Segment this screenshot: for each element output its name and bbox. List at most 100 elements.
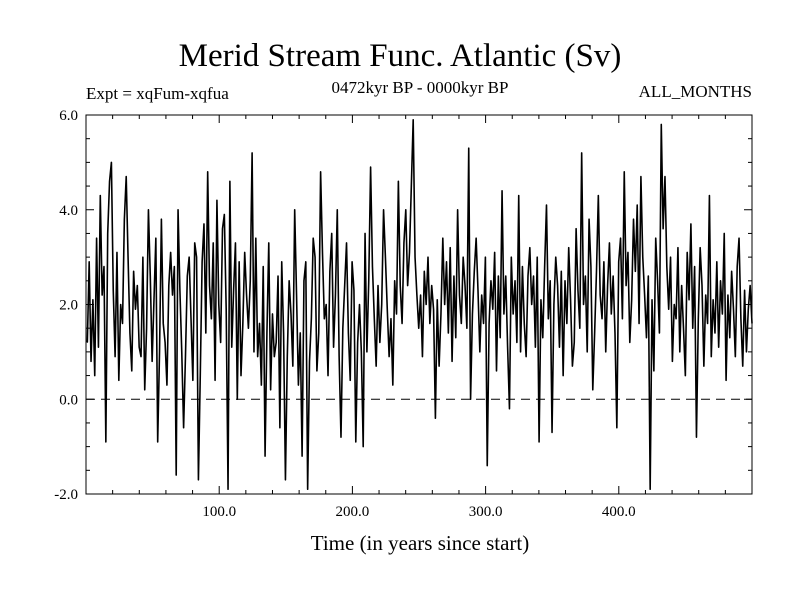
data-point bbox=[747, 308, 749, 310]
data-point bbox=[597, 195, 599, 197]
data-point bbox=[566, 322, 568, 324]
data-point bbox=[260, 384, 262, 386]
data-point bbox=[618, 261, 620, 263]
data-point bbox=[705, 294, 707, 296]
data-point bbox=[162, 322, 164, 324]
data-point bbox=[86, 341, 88, 343]
x-axis-label: Time (in years since start) bbox=[311, 531, 530, 555]
data-point bbox=[631, 299, 633, 301]
data-point bbox=[136, 285, 138, 287]
data-point bbox=[366, 351, 368, 353]
data-point bbox=[314, 256, 316, 258]
data-point bbox=[140, 356, 142, 358]
data-point bbox=[340, 436, 342, 438]
data-point bbox=[514, 280, 516, 282]
data-point bbox=[577, 289, 579, 291]
data-point bbox=[407, 285, 409, 287]
data-point bbox=[653, 370, 655, 372]
data-point bbox=[88, 261, 90, 263]
data-point bbox=[707, 322, 709, 324]
data-point bbox=[179, 289, 181, 291]
data-point bbox=[703, 365, 705, 367]
data-point bbox=[353, 289, 355, 291]
data-point bbox=[547, 318, 549, 320]
data-point bbox=[403, 242, 405, 244]
data-point bbox=[105, 441, 107, 443]
data-point bbox=[499, 337, 501, 339]
data-point bbox=[616, 427, 618, 429]
data-point bbox=[416, 294, 418, 296]
data-point bbox=[521, 266, 523, 268]
data-point bbox=[210, 318, 212, 320]
data-point bbox=[486, 465, 488, 467]
data-point bbox=[342, 327, 344, 329]
data-point bbox=[484, 256, 486, 258]
data-point bbox=[501, 190, 503, 192]
data-point bbox=[720, 280, 722, 282]
data-point bbox=[751, 322, 753, 324]
data-point bbox=[605, 351, 607, 353]
data-point bbox=[223, 213, 225, 215]
data-point bbox=[181, 351, 183, 353]
data-point bbox=[281, 261, 283, 263]
data-point bbox=[264, 455, 266, 457]
data-point bbox=[562, 375, 564, 377]
data-point bbox=[312, 237, 314, 239]
data-point bbox=[259, 322, 261, 324]
data-point bbox=[166, 384, 168, 386]
data-point bbox=[595, 270, 597, 272]
data-point bbox=[351, 261, 353, 263]
data-point bbox=[549, 280, 551, 282]
data-point bbox=[699, 247, 701, 249]
data-point bbox=[571, 365, 573, 367]
data-point bbox=[386, 308, 388, 310]
data-point bbox=[236, 398, 238, 400]
data-point bbox=[599, 294, 601, 296]
data-point bbox=[662, 228, 664, 230]
data-point bbox=[649, 488, 651, 490]
data-point bbox=[655, 237, 657, 239]
data-point bbox=[216, 199, 218, 201]
axes-layer: -2.0 0.0 2.0 4.0 6.0 100.0 200.0 300.0 400.0 bbox=[54, 108, 753, 520]
data-point bbox=[594, 332, 596, 334]
data-point bbox=[127, 256, 129, 258]
data-point bbox=[603, 261, 605, 263]
data-point bbox=[708, 195, 710, 197]
data-point bbox=[118, 379, 120, 381]
data-point bbox=[534, 346, 536, 348]
x-tick-label: 300.0 bbox=[469, 504, 503, 520]
data-point bbox=[421, 356, 423, 358]
data-point bbox=[297, 384, 299, 386]
data-point bbox=[129, 332, 131, 334]
data-point bbox=[321, 251, 323, 253]
data-point bbox=[608, 242, 610, 244]
data-point bbox=[688, 299, 690, 301]
data-point bbox=[362, 446, 364, 448]
data-point bbox=[320, 171, 322, 173]
data-point bbox=[710, 356, 712, 358]
data-point bbox=[116, 251, 118, 253]
data-point bbox=[114, 356, 116, 358]
x-tick-label: 400.0 bbox=[602, 504, 636, 520]
data-point bbox=[610, 313, 612, 315]
months-label: ALL_MONTHS bbox=[638, 82, 752, 101]
data-point bbox=[286, 356, 288, 358]
data-point bbox=[262, 266, 264, 268]
data-point bbox=[453, 275, 455, 277]
data-point bbox=[253, 351, 255, 353]
data-point bbox=[388, 356, 390, 358]
data-point bbox=[175, 474, 177, 476]
data-point bbox=[714, 332, 716, 334]
data-point bbox=[638, 322, 640, 324]
data-point bbox=[434, 417, 436, 419]
data-point bbox=[329, 270, 331, 272]
data-point bbox=[451, 360, 453, 362]
data-point bbox=[392, 384, 394, 386]
data-point bbox=[592, 389, 594, 391]
data-point bbox=[99, 195, 101, 197]
data-point bbox=[399, 285, 401, 287]
data-point bbox=[323, 318, 325, 320]
data-point bbox=[471, 313, 473, 315]
data-point bbox=[679, 351, 681, 353]
